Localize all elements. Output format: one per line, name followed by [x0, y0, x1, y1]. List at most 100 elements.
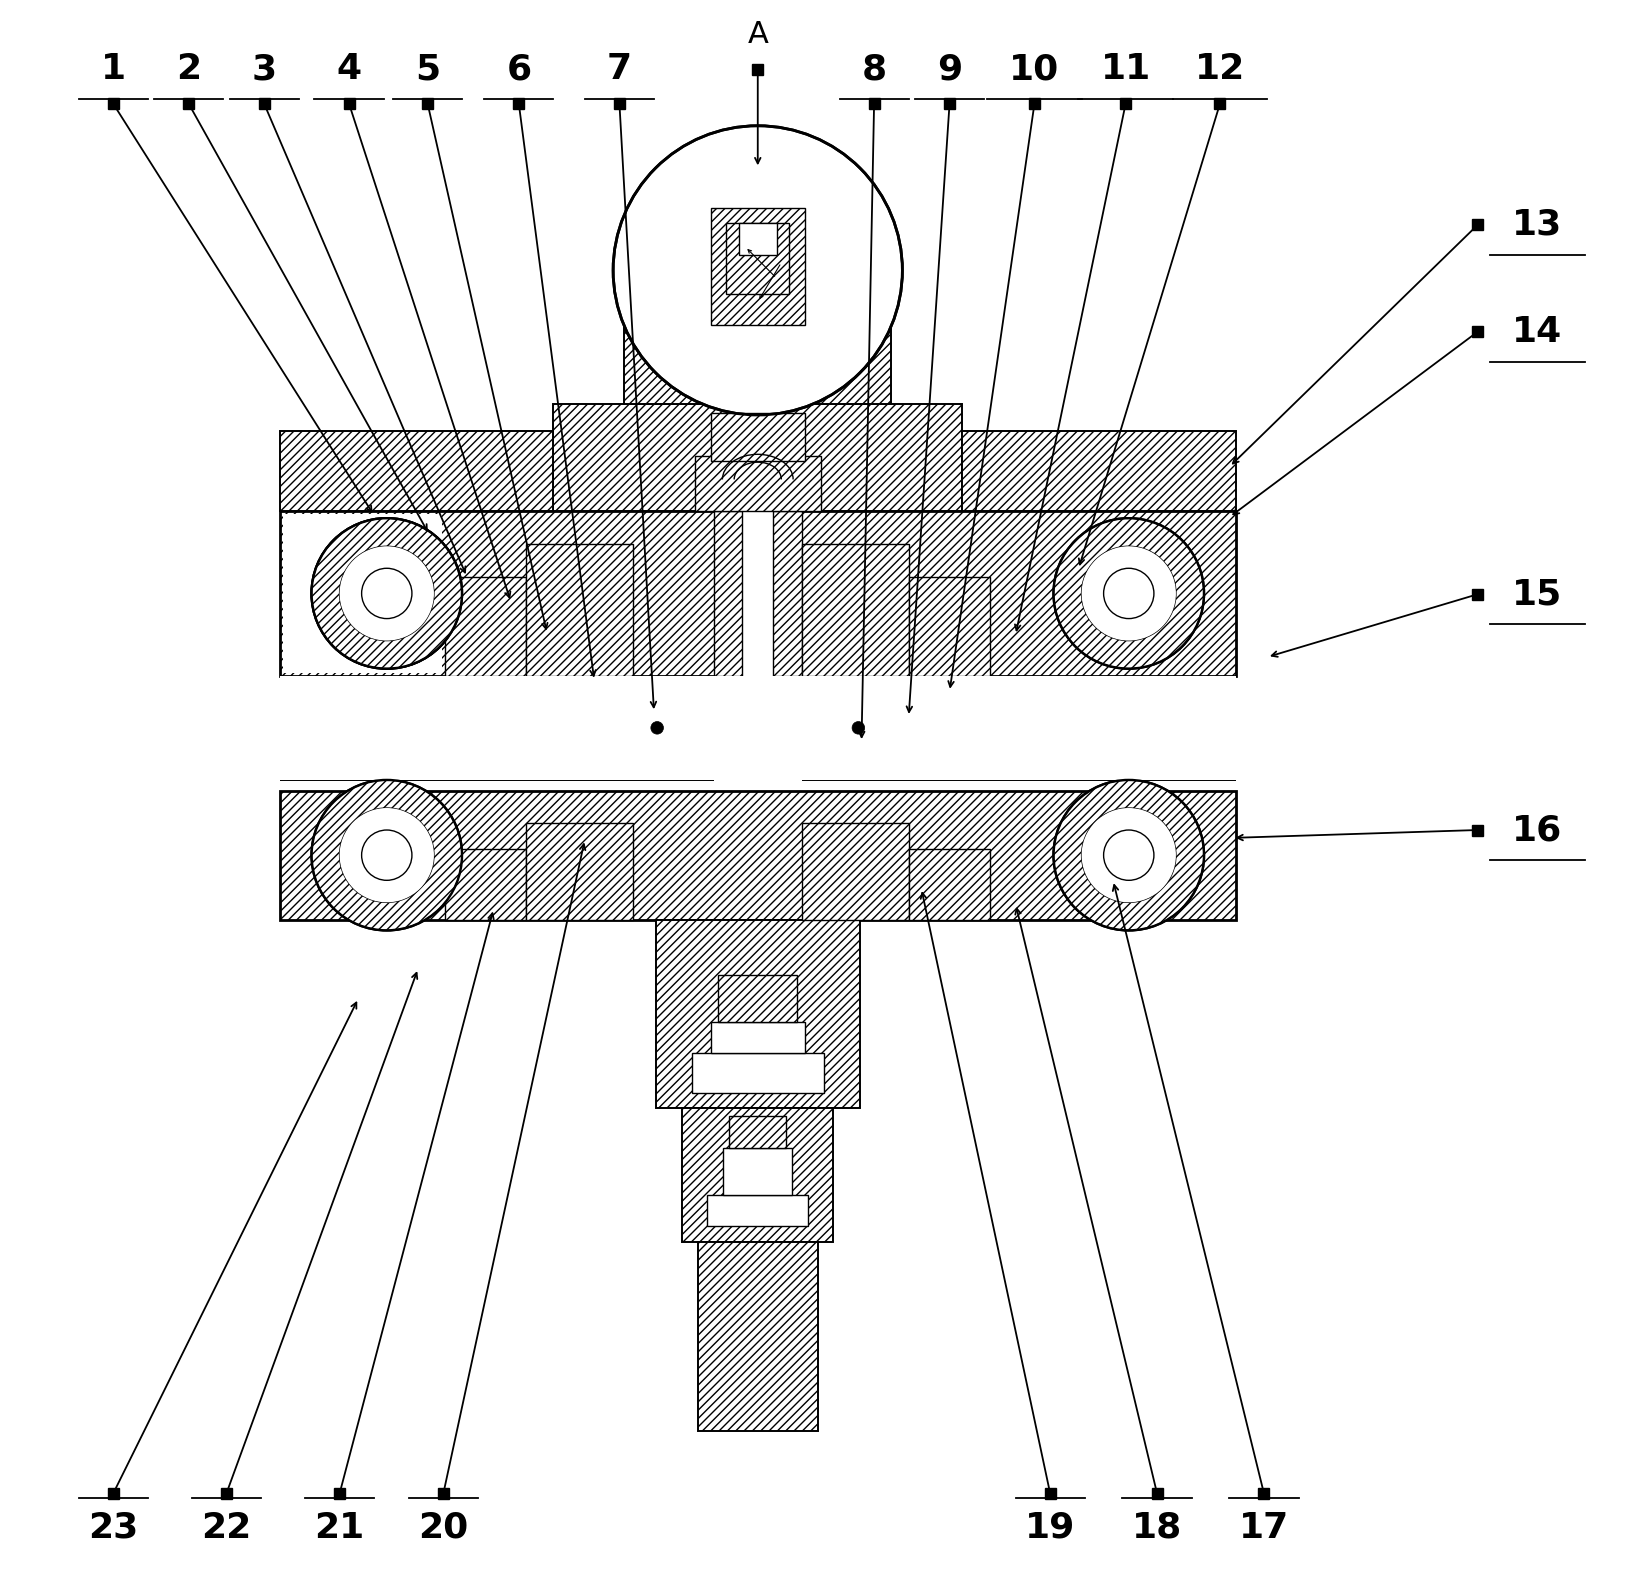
Bar — [682, 1108, 834, 1242]
Bar — [961, 431, 1236, 511]
Text: 10: 10 — [1009, 52, 1059, 86]
Text: 9: 9 — [937, 52, 961, 86]
Bar — [714, 511, 742, 676]
Bar — [422, 97, 433, 108]
Circle shape — [1082, 808, 1176, 902]
Bar — [1259, 1487, 1269, 1500]
Circle shape — [651, 722, 664, 734]
Circle shape — [1104, 830, 1154, 880]
Circle shape — [620, 134, 894, 407]
Bar — [280, 791, 1236, 920]
Bar — [513, 97, 525, 108]
Bar — [625, 318, 891, 404]
Bar — [729, 1116, 786, 1148]
Bar — [108, 97, 119, 108]
Circle shape — [361, 830, 412, 880]
Circle shape — [358, 564, 415, 623]
Bar — [909, 849, 989, 920]
Bar — [695, 456, 821, 511]
Circle shape — [1053, 519, 1205, 670]
Circle shape — [311, 519, 463, 670]
Circle shape — [1100, 564, 1158, 623]
Bar — [258, 97, 270, 108]
Circle shape — [358, 827, 415, 883]
Bar — [108, 1487, 119, 1500]
Text: 7: 7 — [607, 52, 633, 86]
Bar — [445, 849, 525, 920]
Circle shape — [340, 808, 433, 902]
Bar — [613, 97, 625, 108]
Bar — [1151, 1487, 1162, 1500]
Circle shape — [1053, 780, 1205, 931]
Bar — [711, 208, 804, 325]
Circle shape — [613, 126, 903, 415]
Bar — [1045, 1487, 1056, 1500]
Bar — [1472, 327, 1483, 336]
Bar — [708, 1195, 808, 1226]
Bar — [283, 514, 441, 673]
Bar — [718, 975, 798, 1022]
Text: 23: 23 — [88, 1511, 139, 1545]
Bar — [698, 1242, 818, 1431]
Bar — [739, 223, 777, 255]
Circle shape — [311, 780, 463, 931]
Bar — [438, 1487, 450, 1500]
Circle shape — [1082, 545, 1176, 641]
Bar — [343, 97, 355, 108]
Bar — [1215, 97, 1226, 108]
Circle shape — [340, 808, 433, 902]
Circle shape — [340, 808, 433, 902]
Bar — [1120, 97, 1131, 108]
Circle shape — [1100, 827, 1158, 883]
Bar — [801, 824, 909, 920]
Bar — [711, 1022, 804, 1053]
Bar — [525, 824, 633, 920]
Text: 5: 5 — [415, 52, 440, 86]
Text: 17: 17 — [1239, 1511, 1288, 1545]
Bar — [801, 544, 909, 676]
Bar — [280, 676, 1236, 780]
Bar — [773, 511, 801, 676]
Bar — [726, 223, 790, 294]
Circle shape — [340, 545, 433, 641]
Circle shape — [340, 545, 433, 641]
Text: 13: 13 — [1512, 208, 1563, 242]
Bar — [280, 511, 1236, 676]
Bar — [1028, 97, 1040, 108]
Text: 22: 22 — [201, 1511, 252, 1545]
Text: 20: 20 — [419, 1511, 469, 1545]
Text: 11: 11 — [1100, 52, 1151, 86]
Circle shape — [1053, 780, 1205, 931]
Circle shape — [1082, 545, 1176, 641]
Text: 12: 12 — [1195, 52, 1246, 86]
Bar — [553, 404, 961, 511]
Bar — [692, 1053, 824, 1093]
Circle shape — [1104, 567, 1154, 619]
Circle shape — [340, 545, 433, 641]
Bar — [656, 920, 860, 1108]
Text: 3: 3 — [252, 52, 276, 86]
Bar — [723, 1148, 793, 1195]
Circle shape — [1082, 808, 1176, 902]
Bar — [682, 192, 834, 318]
Text: 15: 15 — [1512, 577, 1563, 612]
Text: 8: 8 — [862, 52, 886, 86]
Bar — [1472, 588, 1483, 599]
Bar — [752, 63, 764, 74]
Bar — [183, 97, 195, 108]
Bar — [221, 1487, 232, 1500]
Bar — [525, 544, 633, 676]
Text: 1: 1 — [101, 52, 126, 86]
Text: 14: 14 — [1512, 314, 1563, 349]
Text: 6: 6 — [507, 52, 531, 86]
Bar — [714, 511, 801, 676]
Bar — [445, 577, 525, 676]
Circle shape — [311, 780, 463, 931]
Bar — [943, 97, 955, 108]
Text: 4: 4 — [337, 52, 361, 86]
Text: 2: 2 — [177, 52, 201, 86]
Circle shape — [852, 722, 865, 734]
Text: 21: 21 — [314, 1511, 365, 1545]
Circle shape — [1082, 545, 1176, 641]
Text: 16: 16 — [1512, 813, 1563, 847]
